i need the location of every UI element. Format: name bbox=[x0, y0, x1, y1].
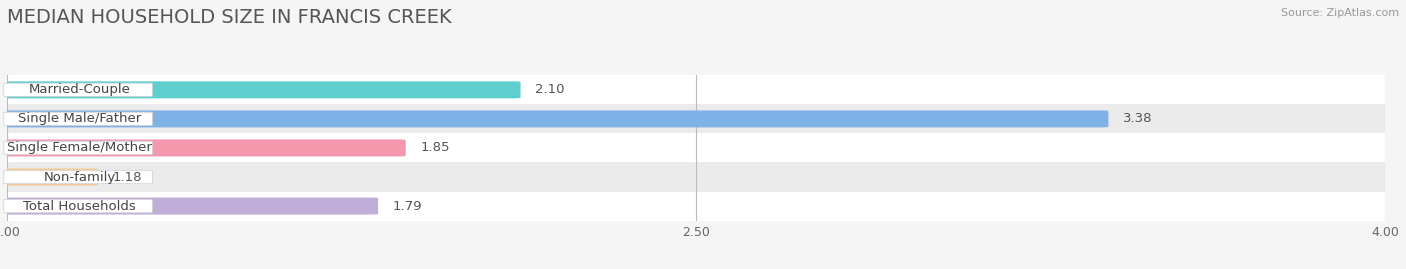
FancyBboxPatch shape bbox=[7, 75, 1385, 104]
FancyBboxPatch shape bbox=[7, 192, 1385, 221]
FancyBboxPatch shape bbox=[0, 81, 520, 98]
FancyBboxPatch shape bbox=[4, 170, 153, 184]
Text: Total Households: Total Households bbox=[24, 200, 136, 213]
Text: 3.38: 3.38 bbox=[1123, 112, 1153, 125]
FancyBboxPatch shape bbox=[4, 199, 153, 213]
Text: 1.85: 1.85 bbox=[420, 141, 450, 154]
FancyBboxPatch shape bbox=[7, 162, 1385, 192]
FancyBboxPatch shape bbox=[7, 133, 1385, 162]
FancyBboxPatch shape bbox=[0, 110, 1108, 128]
Text: Married-Couple: Married-Couple bbox=[28, 83, 131, 96]
FancyBboxPatch shape bbox=[7, 104, 1385, 133]
Text: Source: ZipAtlas.com: Source: ZipAtlas.com bbox=[1281, 8, 1399, 18]
FancyBboxPatch shape bbox=[4, 141, 153, 155]
Text: Non-family: Non-family bbox=[44, 171, 115, 183]
FancyBboxPatch shape bbox=[0, 139, 406, 157]
FancyBboxPatch shape bbox=[0, 168, 98, 186]
Text: MEDIAN HOUSEHOLD SIZE IN FRANCIS CREEK: MEDIAN HOUSEHOLD SIZE IN FRANCIS CREEK bbox=[7, 8, 451, 27]
Text: 1.18: 1.18 bbox=[112, 171, 142, 183]
FancyBboxPatch shape bbox=[4, 112, 153, 126]
Text: Single Male/Father: Single Male/Father bbox=[18, 112, 141, 125]
Text: 2.10: 2.10 bbox=[536, 83, 565, 96]
Text: 1.79: 1.79 bbox=[392, 200, 422, 213]
FancyBboxPatch shape bbox=[0, 197, 378, 215]
Text: Single Female/Mother: Single Female/Mother bbox=[7, 141, 152, 154]
FancyBboxPatch shape bbox=[4, 83, 153, 97]
